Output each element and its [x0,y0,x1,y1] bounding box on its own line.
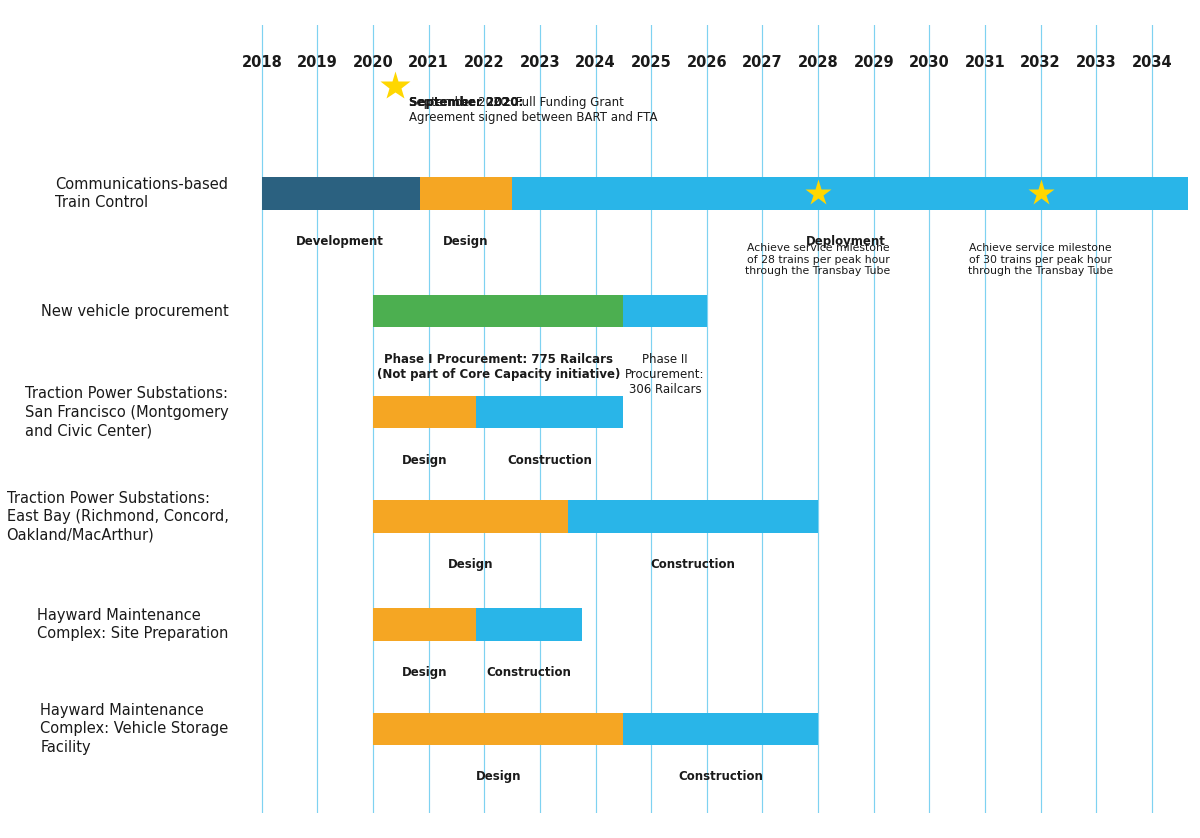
Text: Design: Design [475,770,521,784]
Bar [373,396,476,428]
Bar [623,295,707,328]
Text: 2024: 2024 [575,54,616,70]
Text: Construction: Construction [650,558,736,572]
Bar [373,608,476,640]
Bar [373,712,623,745]
Text: 2026: 2026 [686,54,727,70]
Text: Construction: Construction [506,454,592,467]
Text: Design: Design [402,454,448,467]
Text: Design: Design [402,666,448,679]
Text: Phase I Procurement: 775 Railcars
(Not part of Core Capacity initiative): Phase I Procurement: 775 Railcars (Not p… [377,353,620,381]
Text: Construction: Construction [486,666,571,679]
Text: New vehicle procurement: New vehicle procurement [41,304,228,318]
Bar [512,178,1188,210]
Text: Achieve service milestone
of 30 trains per peak hour
through the Transbay Tube: Achieve service milestone of 30 trains p… [968,243,1114,277]
Bar [476,396,623,428]
Text: Communications-based
Train Control: Communications-based Train Control [55,177,228,210]
Text: Phase II
Procurement:
306 Railcars: Phase II Procurement: 306 Railcars [625,353,704,396]
Text: Achieve service milestone
of 28 trains per peak hour
through the Transbay Tube: Achieve service milestone of 28 trains p… [745,243,890,277]
Text: September 2020: Full Funding Grant
Agreement signed between BART and FTA: September 2020: Full Funding Grant Agree… [409,96,658,124]
Text: 2030: 2030 [908,54,949,70]
Text: Traction Power Substations:
East Bay (Richmond, Concord,
Oakland/MacArthur): Traction Power Substations: East Bay (Ri… [6,490,228,543]
Text: 2018: 2018 [241,54,282,70]
Text: 2021: 2021 [408,54,449,70]
Bar [420,178,512,210]
Text: 2034: 2034 [1132,54,1172,70]
Bar [568,500,818,533]
Text: 2028: 2028 [798,54,839,70]
Text: 2020: 2020 [353,54,394,70]
Text: Design: Design [443,235,488,248]
Bar [476,608,582,640]
Bar [373,500,568,533]
Text: September 2020:: September 2020: [409,96,523,109]
Text: 2027: 2027 [742,54,782,70]
Text: Construction: Construction [678,770,763,784]
Text: Traction Power Substations:
San Francisco (Montgomery
and Civic Center): Traction Power Substations: San Francisc… [25,386,228,438]
Text: 2029: 2029 [853,54,894,70]
Text: 2022: 2022 [464,54,505,70]
Text: Design: Design [448,558,493,572]
Text: 2023: 2023 [520,54,560,70]
Text: Hayward Maintenance
Complex: Site Preparation: Hayward Maintenance Complex: Site Prepar… [37,608,228,641]
Text: 2031: 2031 [965,54,1006,70]
Bar [373,295,623,328]
Bar [623,712,818,745]
Text: September 2020:: September 2020: [409,96,523,109]
Bar [262,178,420,210]
Text: 2025: 2025 [631,54,672,70]
Text: 2033: 2033 [1076,54,1116,70]
Text: Hayward Maintenance
Complex: Vehicle Storage
Facility: Hayward Maintenance Complex: Vehicle Sto… [40,702,228,755]
Text: 2019: 2019 [298,54,338,70]
Text: Deployment: Deployment [806,235,886,248]
Text: Development: Development [295,235,384,248]
Text: 2032: 2032 [1020,54,1061,70]
